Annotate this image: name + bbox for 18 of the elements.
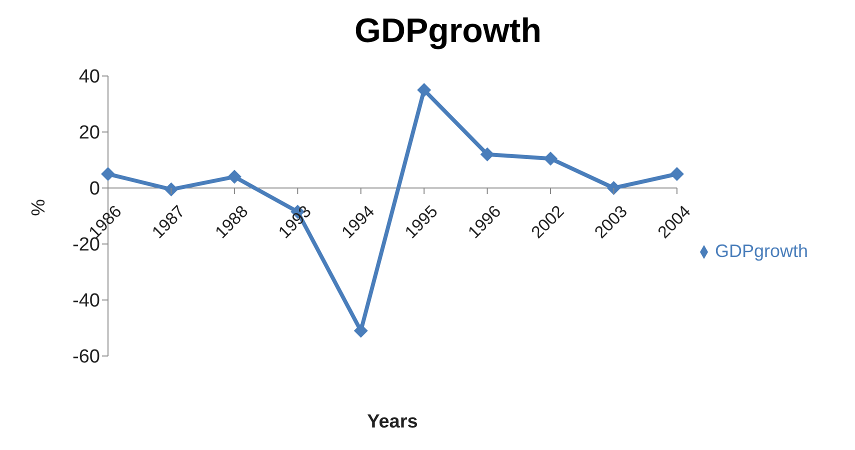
point [227, 170, 242, 184]
point [354, 324, 368, 338]
point [417, 83, 432, 97]
point [606, 181, 621, 195]
point [164, 182, 178, 196]
y-tick-label: 20 [78, 122, 100, 144]
chart-title: GDPgrowth [354, 11, 542, 52]
point [670, 167, 684, 181]
y-axis-title: % [28, 199, 50, 216]
y-tick-label: 0 [89, 178, 100, 200]
y-tick-label: 40 [78, 66, 100, 88]
x-axis-title: Years [367, 411, 418, 432]
y-tick-label: -40 [72, 290, 100, 312]
legend-label: GDPgrowth [714, 240, 808, 260]
y-tick-label: -60 [72, 346, 100, 368]
point [101, 167, 115, 181]
point [480, 147, 494, 162]
point [544, 152, 558, 166]
